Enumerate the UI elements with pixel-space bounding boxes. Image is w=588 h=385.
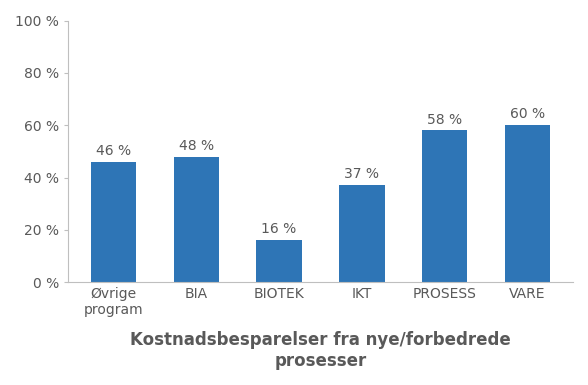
Text: 48 %: 48 %	[179, 139, 214, 153]
Text: 37 %: 37 %	[345, 167, 379, 181]
Bar	[91, 162, 136, 282]
Bar	[505, 125, 550, 282]
Text: 46 %: 46 %	[96, 144, 131, 158]
Bar	[339, 186, 385, 282]
Text: 16 %: 16 %	[262, 223, 297, 236]
Bar	[422, 131, 467, 282]
Text: 58 %: 58 %	[427, 112, 462, 127]
X-axis label: Kostnadsbesparelser fra nye/forbedrede
prosesser: Kostnadsbesparelser fra nye/forbedrede p…	[130, 331, 511, 370]
Bar	[173, 157, 219, 282]
Text: 60 %: 60 %	[510, 107, 545, 121]
Bar	[256, 240, 302, 282]
